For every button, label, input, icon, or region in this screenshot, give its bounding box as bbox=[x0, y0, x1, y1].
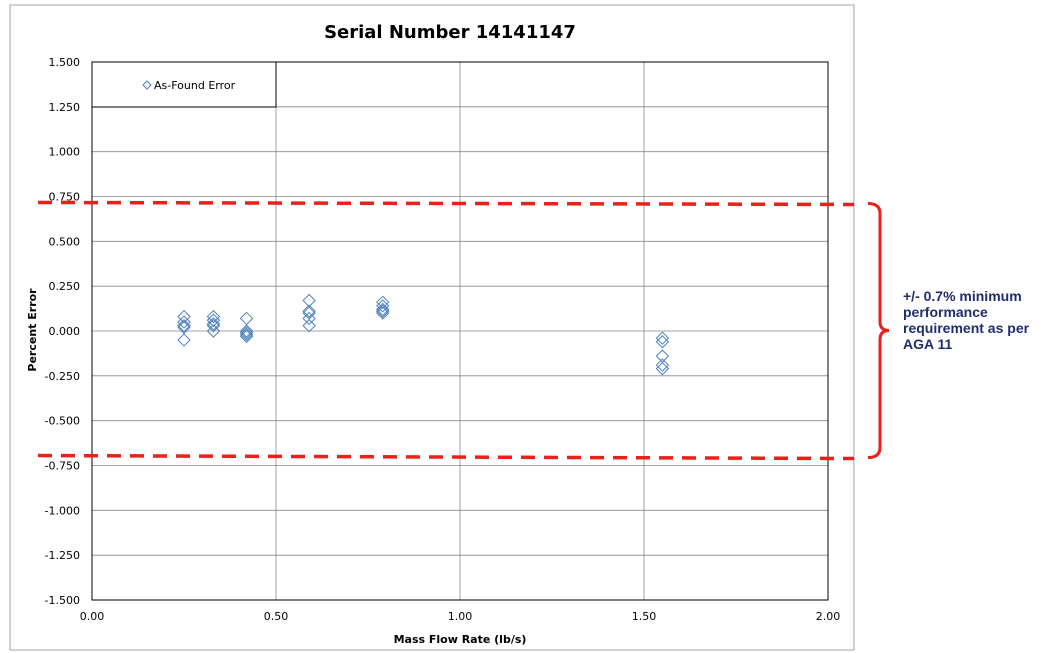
data-points bbox=[177, 293, 670, 376]
data-point-diamond bbox=[376, 295, 390, 310]
y-tick-label: 1.250 bbox=[49, 101, 81, 114]
y-axis-title: Percent Error bbox=[26, 288, 39, 372]
x-tick-label: 0.00 bbox=[80, 610, 105, 623]
data-point-diamond bbox=[376, 306, 390, 320]
x-tick-label: 1.50 bbox=[632, 610, 657, 623]
legend: As-Found Error bbox=[91, 61, 277, 108]
legend-label: As-Found Error bbox=[154, 79, 236, 92]
y-tick-label: -0.500 bbox=[45, 415, 80, 428]
data-point-diamond bbox=[376, 299, 390, 313]
plot-area-border bbox=[91, 61, 829, 601]
chart-area-border bbox=[9, 4, 855, 651]
y-tick-label: 0.500 bbox=[49, 235, 81, 248]
data-point-diamond bbox=[655, 361, 670, 376]
data-point-diamond bbox=[302, 304, 316, 318]
data-point-diamond bbox=[239, 324, 254, 338]
legend-box bbox=[91, 61, 277, 108]
x-tick-label: 2.00 bbox=[816, 610, 841, 623]
data-point-diamond bbox=[302, 318, 316, 333]
legend-marker-diamond bbox=[142, 80, 152, 90]
data-point-diamond bbox=[239, 326, 254, 340]
y-tick-label: -1.250 bbox=[45, 549, 80, 562]
y-tick-label: 0.250 bbox=[49, 280, 81, 293]
data-point-diamond bbox=[302, 311, 316, 326]
data-point-diamond bbox=[206, 313, 221, 327]
data-point-diamond bbox=[206, 317, 221, 331]
limit-line bbox=[37, 200, 855, 207]
data-point-diamond bbox=[239, 327, 254, 342]
data-point-diamond bbox=[206, 309, 221, 324]
x-tick-label: 1.00 bbox=[448, 610, 473, 623]
x-tick-label: 0.50 bbox=[264, 610, 289, 623]
y-tick-label: 0.000 bbox=[49, 325, 81, 338]
y-tick-label: -0.750 bbox=[45, 460, 80, 473]
y-tick-label: -0.250 bbox=[45, 370, 80, 383]
tick-labels: 1.500 1.250 1.000 0.750 0.500 0.250 0.000 -0.25… bbox=[45, 56, 841, 623]
data-point-diamond bbox=[206, 318, 221, 333]
data-point-diamond bbox=[177, 309, 191, 324]
annotation-brace bbox=[867, 201, 890, 460]
chart-title: Serial Number 14141147 bbox=[324, 22, 576, 43]
gridlines bbox=[91, 61, 829, 601]
annotation-line: requirement as per bbox=[903, 320, 1030, 336]
data-point-diamond bbox=[206, 324, 221, 338]
annotation-line: performance bbox=[903, 304, 988, 320]
data-point-diamond bbox=[177, 318, 191, 333]
annotation-line: +/- 0.7% minimum bbox=[903, 288, 1022, 304]
data-point-diamond bbox=[239, 329, 254, 344]
limit-line bbox=[37, 453, 855, 461]
data-point-diamond bbox=[376, 304, 390, 318]
data-point-diamond bbox=[655, 335, 670, 349]
data-point-diamond bbox=[177, 315, 191, 329]
data-point-diamond bbox=[376, 302, 390, 317]
limit-lines bbox=[37, 200, 855, 461]
y-tick-label: 1.500 bbox=[49, 56, 81, 69]
data-point-diamond bbox=[655, 358, 670, 372]
performance-annotation: +/- 0.7% minimum performance requirement… bbox=[903, 288, 1062, 352]
annotation-line: AGA 11 bbox=[903, 336, 953, 352]
y-tick-label: -1.000 bbox=[45, 504, 80, 517]
y-tick-label: 0.750 bbox=[49, 191, 81, 204]
y-tick-label: -1.500 bbox=[45, 594, 80, 607]
y-tick-label: 1.000 bbox=[49, 146, 81, 159]
data-point-diamond bbox=[655, 331, 670, 345]
x-axis-title: Mass Flow Rate (lb/s) bbox=[394, 633, 527, 646]
data-point-diamond bbox=[177, 333, 191, 347]
